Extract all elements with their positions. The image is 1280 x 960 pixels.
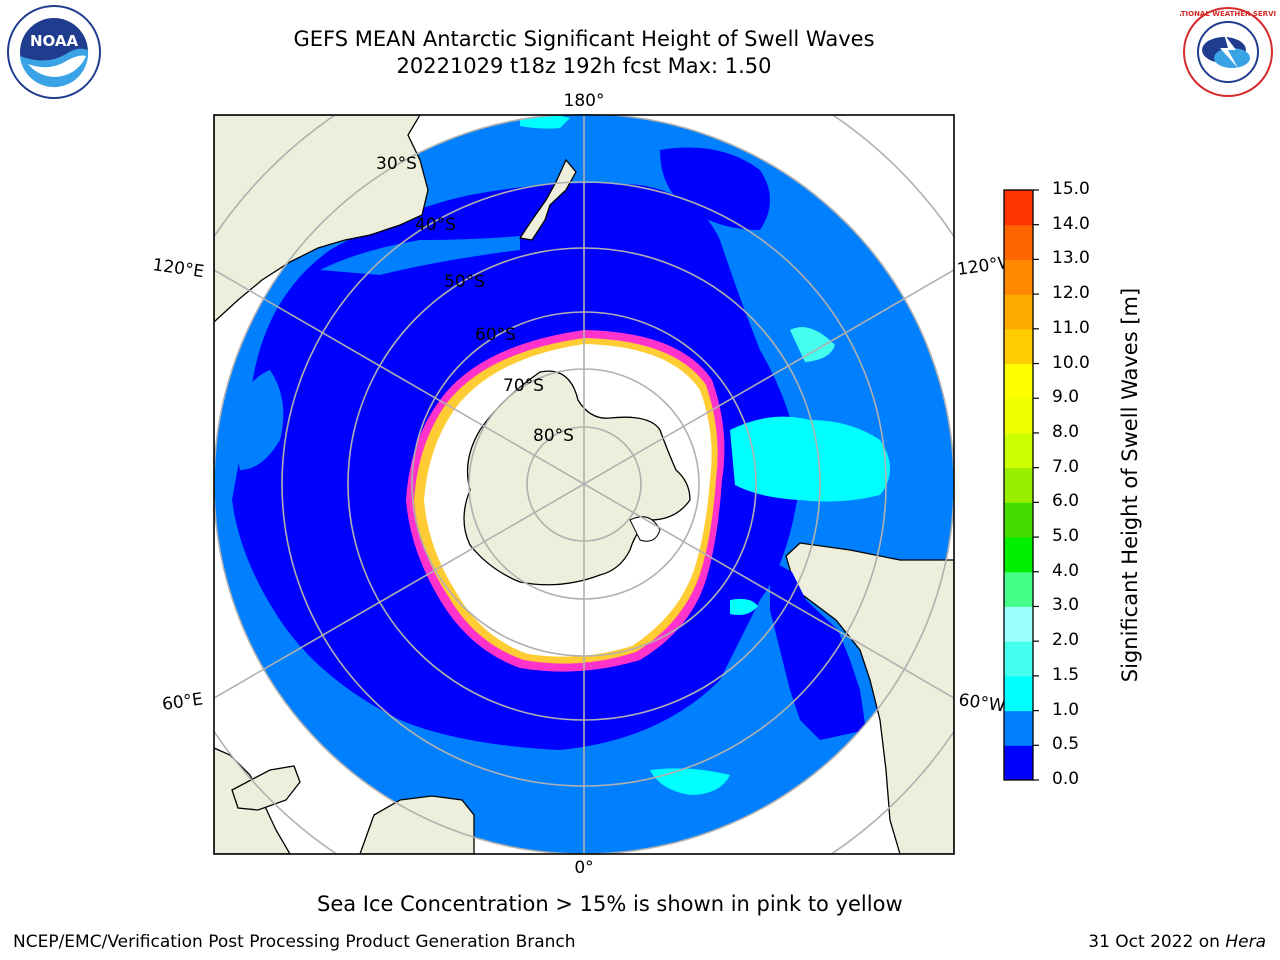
colorbar-segment (1004, 710, 1033, 746)
noaa-logo-icon: NOAA (7, 5, 101, 99)
colorbar-tick-label: 10.0 (1052, 352, 1090, 373)
colorbar-tick-label: 0.0 (1052, 769, 1080, 789)
colorbar-segment (1004, 328, 1033, 365)
lat-label-50s: 50°S (444, 272, 485, 292)
colorbar-segment (1004, 467, 1033, 503)
colorbar-tick-label: 6.0 (1052, 491, 1080, 512)
colorbar-segment (1004, 224, 1033, 260)
lat-label-40s: 40°S (415, 215, 456, 235)
lon-label-0: 0° (574, 858, 593, 878)
colorbar-tick-label: 8.0 (1052, 421, 1080, 442)
lon-label-60w: 60°W (957, 690, 1006, 716)
noaa-logo-text: NOAA (30, 32, 79, 50)
new-zealand-landmass (518, 158, 577, 241)
colorbar-segment (1004, 259, 1033, 295)
colorbar-tick-label: 13.0 (1052, 248, 1090, 269)
footer-date-text: 31 Oct 2022 on (1088, 932, 1220, 952)
colorbar-tick-label: 0.5 (1052, 734, 1080, 755)
colorbar-segment (1004, 675, 1033, 712)
nws-logo-text: NATIONAL WEATHER SERVICE (1180, 10, 1276, 18)
colorbar (1004, 189, 1039, 781)
graticule (214, 115, 954, 854)
title-line-1: GEFS MEAN Antarctic Significant Height o… (293, 27, 875, 51)
colorbar-tick-label: 4.0 (1052, 560, 1080, 581)
colorbar-tick-label: 11.0 (1052, 317, 1090, 338)
colorbar-tick-label: 3.0 (1052, 595, 1080, 616)
title-line-2: 20221029 t18z 192h fcst Max: 1.50 (396, 54, 772, 78)
lon-label-60e: 60°E (161, 689, 204, 714)
antarctica-landmass (463, 370, 691, 586)
footer-date: 31 Oct 2022 on Hera (1088, 932, 1266, 952)
colorbar-segment (1004, 398, 1033, 434)
colorbar-segment (1004, 745, 1033, 781)
colorbar-segment (1004, 641, 1033, 677)
colorbar-tick-label: 12.0 (1052, 283, 1090, 304)
colorbar-tick-label: 5.0 (1052, 526, 1080, 547)
colorbar-segment (1004, 294, 1033, 330)
sea-ice-note: Sea Ice Concentration > 15% is shown in … (317, 892, 903, 916)
madagascar-landmass (231, 765, 301, 811)
national-weather-service-logo-icon: NATIONAL WEATHER SERVICE (1180, 7, 1276, 97)
colorbar-tick-label: 7.0 (1052, 456, 1080, 477)
colorbar-frame (1003, 189, 1034, 781)
colorbar-tick-label: 15.0 (1052, 179, 1090, 199)
colorbar-segment (1004, 537, 1033, 573)
chart-title: GEFS MEAN Antarctic Significant Height o… (214, 26, 954, 80)
colorbar-tick-label: 2.0 (1052, 630, 1080, 651)
colorbar-segment (1004, 571, 1033, 607)
colorbar-segment (1004, 190, 1033, 226)
colorbar-segment (1004, 432, 1033, 469)
colorbar-tick-label: 1.0 (1052, 699, 1080, 720)
colorbar-segment (1004, 502, 1033, 538)
lat-label-70s: 70°S (503, 376, 544, 396)
colorbar-label: Significant Height of Swell Waves [m] (1118, 287, 1142, 683)
lon-label-120e: 120°E (151, 255, 205, 282)
footer-branch: NCEP/EMC/Verification Post Processing Pr… (13, 932, 576, 952)
colorbar-tick-label: 1.5 (1052, 664, 1080, 685)
high-swell-patch (730, 416, 890, 502)
colorbar-segment (1004, 606, 1033, 642)
lat-label-80s: 80°S (533, 426, 574, 446)
footer-machine-name: Hera (1225, 932, 1266, 952)
colorbar-segment (1004, 363, 1033, 399)
latitude-labels: 30°S 40°S 50°S 60°S 70°S 80°S (376, 154, 574, 446)
map-frame (213, 114, 955, 855)
lat-label-60s: 60°S (475, 325, 516, 345)
colorbar-tick-label: 9.0 (1052, 387, 1080, 408)
lat-label-30s: 30°S (376, 154, 417, 174)
lon-label-180: 180° (564, 91, 605, 111)
colorbar-tick-label: 14.0 (1052, 213, 1090, 234)
